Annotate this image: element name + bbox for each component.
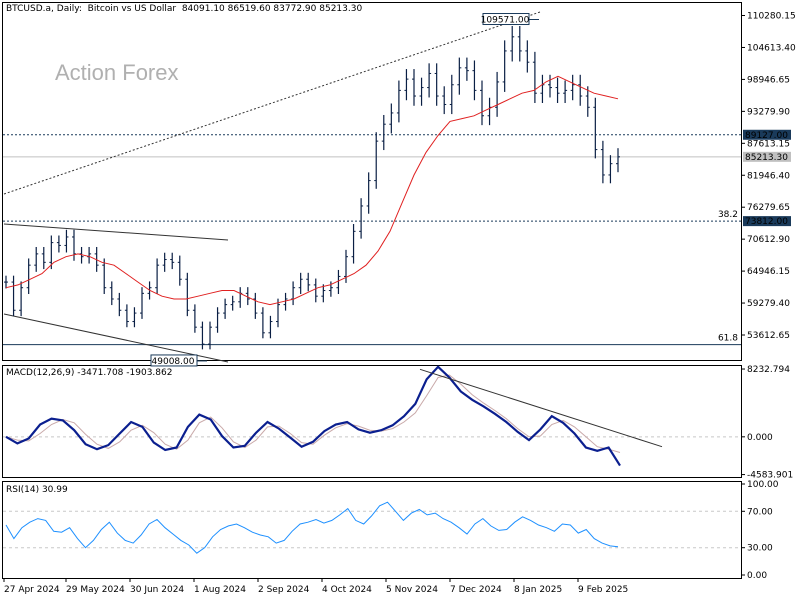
- fib-label: 38.2: [718, 210, 738, 220]
- fib-label: 61.8: [718, 334, 738, 344]
- main-panel-frame: [2, 2, 742, 361]
- x-tick-label: 5 Nov 2024: [386, 585, 438, 595]
- level-label-bg: [743, 216, 791, 227]
- ohlc-values: 84091.10 86519.60 83772.90 85213.30: [181, 4, 363, 14]
- rsi-panel-frame: [2, 481, 742, 579]
- x-tick-label: 30 Jun 2024: [130, 585, 184, 595]
- macd-panel-frame: [2, 365, 742, 478]
- macd-header: MACD(12,26,9) -3471.708 -1903.862: [6, 368, 173, 378]
- macd-y-tick-label: 8232.794: [747, 365, 790, 375]
- x-tick-label: 2 Sep 2024: [258, 585, 310, 595]
- rsi-y-tick-label: 0.00: [747, 571, 767, 581]
- watermark: Action Forex: [55, 60, 179, 85]
- x-tick-label: 7 Dec 2024: [450, 585, 502, 595]
- y-tick-label: 110280.15: [747, 12, 796, 22]
- main-panel: 110280.15 104613.40 98946.65 93279.90 87613.…: [3, 12, 796, 367]
- annotation-label: 109571.00: [481, 16, 530, 26]
- macd-panel: 8232.794 0.000 -4583.901: [3, 365, 793, 481]
- macd-trendline: [419, 368, 663, 448]
- x-tick-label: 8 Jan 2025: [514, 585, 562, 595]
- y-tick-label: 98946.65: [747, 75, 790, 85]
- level-label-bg: [743, 129, 791, 140]
- rsi-line: [5, 501, 619, 554]
- rsi-y-tick-label: 30.00: [747, 544, 773, 554]
- macd-line: [5, 365, 621, 467]
- symbol: BTCUSD.a: [6, 4, 52, 14]
- y-tick-label: 87613.15: [747, 139, 790, 149]
- x-tick-label: 4 Oct 2024: [322, 585, 372, 595]
- x-tick-label: 27 Apr 2024: [4, 585, 60, 595]
- rsi-header: RSI(14) 30.99: [6, 485, 68, 495]
- ma-line: [5, 75, 619, 306]
- signal-line: [5, 374, 621, 453]
- level-label: 89127.00: [745, 131, 788, 141]
- description: Bitcoin vs US Dollar: [87, 4, 177, 14]
- x-tick-label: 29 May 2024: [66, 585, 125, 595]
- dotted-trendline: [3, 11, 541, 195]
- y-tick-label: 76279.65: [747, 203, 790, 213]
- macd-y-tick-label: 0.000: [747, 433, 773, 443]
- x-tick-label: 9 Feb 2025: [578, 585, 628, 595]
- y-tick-label: 59279.40: [747, 299, 790, 309]
- y-tick-label: 93279.90: [747, 107, 790, 117]
- macd-y-tick-label: -4583.901: [747, 471, 793, 481]
- y-tick-label: 81946.40: [747, 171, 790, 181]
- current-price-bg: [743, 151, 791, 162]
- x-axis: 27 Apr 2024 29 May 2024 30 Jun 2024 1 Aug 2…: [3, 578, 628, 595]
- timeframe: Daily:: [56, 4, 82, 14]
- level-label: 73812.00: [745, 217, 788, 227]
- y-tick-label: 104613.40: [747, 43, 796, 53]
- channel-lower-line: [3, 313, 229, 363]
- annotation-label: 49008.00: [152, 357, 195, 367]
- channel-upper-line: [3, 223, 229, 241]
- y-tick-label: 64946.15: [747, 267, 790, 277]
- current-price-label: 85213.30: [745, 153, 788, 163]
- y-tick-label: 70612.90: [747, 235, 790, 245]
- rsi-panel: 100.00 70.00 30.00 0.00: [3, 480, 779, 581]
- x-tick-label: 1 Aug 2024: [194, 585, 246, 595]
- rsi-y-tick-label: 100.00: [747, 480, 779, 490]
- chart-header: BTCUSD.a, Daily: Bitcoin vs US Dollar 84…: [6, 4, 363, 14]
- y-tick-label: 53612.65: [747, 331, 790, 341]
- rsi-y-tick-label: 70.00: [747, 507, 773, 517]
